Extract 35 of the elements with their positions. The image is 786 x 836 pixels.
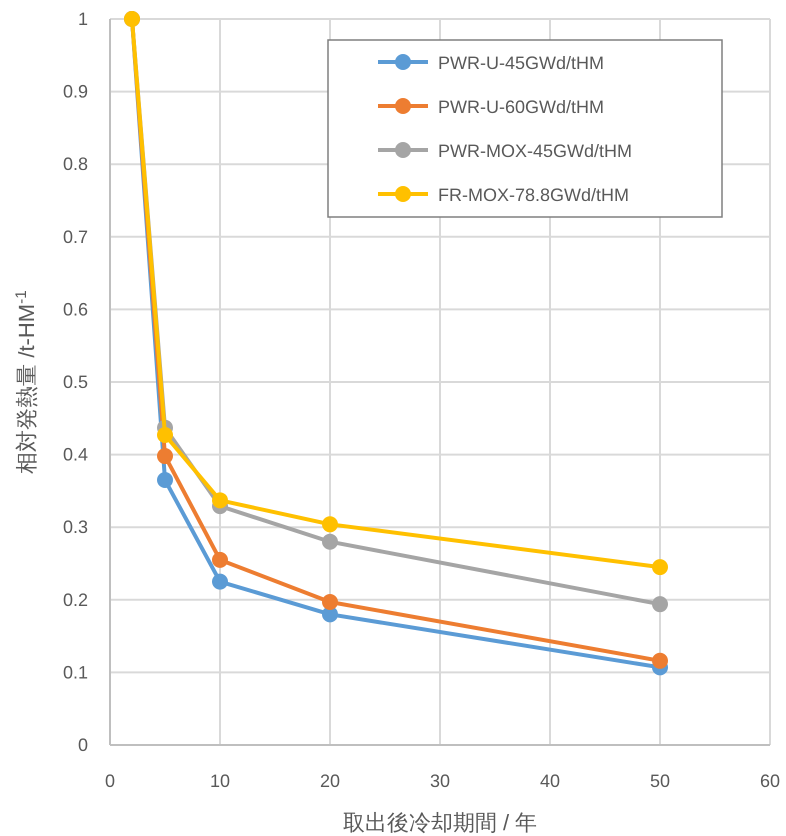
point: [322, 594, 338, 610]
point: [652, 652, 668, 669]
point: [322, 516, 338, 532]
point: [212, 574, 228, 590]
point: [157, 448, 173, 464]
point: [157, 472, 173, 488]
point: [652, 596, 668, 612]
point: [652, 559, 668, 576]
x-tick-label: 40: [540, 771, 560, 791]
x-tick-label: 50: [650, 771, 670, 791]
y-tick-label: 0.5: [62, 372, 88, 392]
x-tick-label: 20: [320, 771, 340, 791]
x-axis-title: 取出後冷却期間 / 年: [342, 810, 538, 835]
x-tick-label: 0: [104, 771, 116, 791]
y-tick-label: 0.9: [62, 82, 88, 102]
x-tick-label: 30: [430, 771, 450, 791]
y-tick-label: 0.2: [62, 590, 88, 610]
y-tick-label: 0.8: [62, 154, 88, 174]
y-tick-label: 0.6: [62, 299, 88, 320]
y-tick-label: 1: [78, 9, 88, 29]
y-tick-label: 0: [78, 735, 88, 755]
legend-label: PWR-U-60GWd/tHM: [438, 97, 604, 117]
legend-label: PWR-U-45GWd/tHM: [438, 53, 604, 73]
point: [212, 492, 228, 508]
x-tick-label: 60: [760, 771, 780, 791]
y-tick-label: 0.4: [62, 444, 88, 465]
legend-label: FR-MOX-78.8GWd/tHM: [438, 185, 630, 205]
point: [157, 427, 173, 443]
point: [322, 534, 338, 550]
y-tick-label: 0.3: [62, 517, 88, 538]
legend-label: PWR-MOX-45GWd/tHM: [438, 141, 632, 161]
point: [212, 552, 228, 568]
x-tick-label: 10: [210, 771, 230, 791]
y-tick-label: 0.7: [62, 226, 88, 247]
y-tick-label: 0.1: [62, 662, 88, 682]
